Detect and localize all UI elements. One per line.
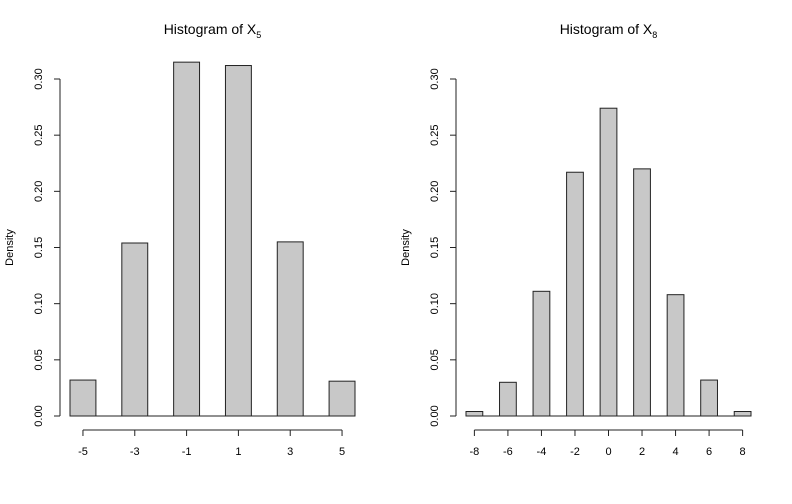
y-tick-label: 0.15	[33, 237, 45, 258]
y-tick-label: 0.05	[429, 349, 441, 370]
y-tick-label: 0.30	[33, 68, 45, 89]
histogram-bar	[733, 411, 752, 417]
histogram-bar	[599, 107, 618, 417]
y-tick-label: 0.30	[429, 68, 441, 89]
x-tick-label: -5	[78, 446, 88, 458]
x-tick-label: -1	[182, 446, 192, 458]
histogram-panel-x5: Histogram of X5-5 -3 -1 1 3 50.000.050.100.15…	[4, 21, 356, 458]
histogram-panel-x8: Histogram of X8-8 -6 -4 -2 0 2 4 6 80.000.050.10…	[400, 21, 752, 458]
x-tick-label: 6	[706, 446, 712, 458]
x-tick-label: 4	[672, 446, 678, 458]
x-tick-label: 3	[287, 446, 293, 458]
histogram-bar	[465, 411, 484, 417]
x-tick-label: 8	[740, 446, 746, 458]
histogram-bar	[69, 379, 97, 417]
histogram-bar	[566, 171, 584, 417]
y-tick-label: 0.20	[429, 181, 441, 202]
x-tick-label: 0	[605, 446, 611, 458]
x-tick-label: -4	[537, 446, 547, 458]
histogram-bar	[121, 242, 149, 417]
chart-title: Histogram of X5	[164, 21, 262, 40]
chart-title-subscript: 8	[652, 30, 657, 40]
histogram-bar	[328, 380, 356, 417]
chart-title-subscript: 5	[256, 30, 261, 40]
x-tick-label: 5	[339, 446, 345, 458]
y-axis-label: Density	[400, 229, 412, 266]
histogram-bar	[224, 65, 252, 417]
histogram-bar	[633, 168, 651, 417]
y-tick-label: 0.00	[33, 405, 45, 426]
chart-title: Histogram of X8	[560, 21, 658, 40]
y-tick-label: 0.25	[33, 124, 45, 145]
y-axis-label: Density	[4, 229, 16, 266]
histogram-bar	[173, 61, 201, 417]
histogram-bar	[700, 379, 718, 417]
x-tick-label: 1	[235, 446, 241, 458]
chart-title-text: Histogram of X	[560, 21, 653, 37]
y-tick-label: 0.20	[33, 181, 45, 202]
x-tick-label: -2	[570, 446, 580, 458]
y-tick-label: 0.10	[429, 293, 441, 314]
y-tick-label: 0.00	[429, 405, 441, 426]
chart-title-text: Histogram of X	[164, 21, 257, 37]
x-tick-label: -8	[469, 446, 479, 458]
histogram-bar	[499, 381, 517, 417]
histogram-bar	[276, 241, 304, 417]
y-tick-label: 0.05	[33, 349, 45, 370]
histogram-bar	[666, 294, 685, 417]
y-tick-label: 0.10	[33, 293, 45, 314]
x-tick-label: 2	[639, 446, 645, 458]
y-tick-label: 0.15	[429, 237, 441, 258]
x-tick-label: -3	[130, 446, 140, 458]
histogram-bar	[532, 290, 551, 417]
y-tick-label: 0.25	[429, 124, 441, 145]
x-tick-label: -6	[503, 446, 513, 458]
